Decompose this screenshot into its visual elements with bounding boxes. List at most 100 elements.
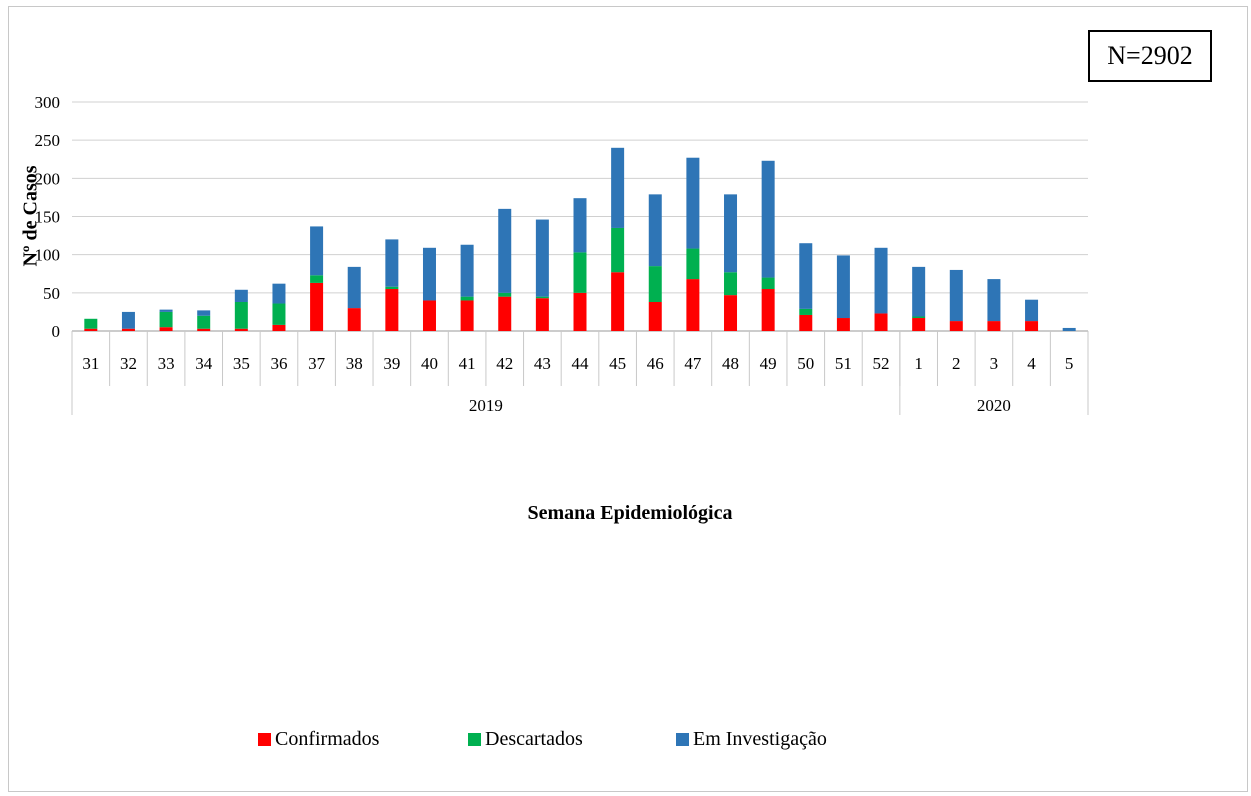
bar-segment-confirmados	[648, 301, 662, 331]
x-tick-label: 37	[308, 354, 326, 373]
chart-frame	[8, 6, 1248, 792]
y-tick-label: 100	[35, 246, 61, 265]
legend-item-em-investigacao: Em Investigação	[676, 728, 827, 751]
bar-segment-confirmados	[761, 289, 775, 331]
bar-segment-descartados	[535, 296, 549, 299]
bar-segment-confirmados	[84, 328, 98, 331]
x-tick-label: 2	[952, 354, 961, 373]
bar-segment-confirmados	[686, 279, 700, 331]
x-tick-label: 38	[346, 354, 363, 373]
bar-segment-confirmados	[987, 321, 1001, 331]
x-tick-label: 41	[459, 354, 476, 373]
bar-segment-descartados	[197, 315, 211, 329]
legend-swatch-descartados	[468, 733, 481, 746]
x-axis-title: Semana Epidemiológica	[527, 502, 733, 524]
bar-segment-confirmados	[1025, 321, 1039, 331]
bar-segment-confirmados	[422, 300, 436, 331]
bar-segment-em-investiga-o	[498, 208, 512, 293]
bar-segment-confirmados	[272, 324, 286, 331]
bar-segment-descartados	[272, 303, 286, 325]
x-tick-label: 51	[835, 354, 852, 373]
bar-segment-confirmados	[385, 289, 399, 331]
legend-item-confirmados: Confirmados	[258, 728, 379, 751]
y-tick-label: 200	[35, 169, 61, 188]
x-tick-label: 47	[684, 354, 702, 373]
x-tick-label: 52	[873, 354, 890, 373]
year-group-label: 2019	[469, 396, 503, 415]
x-tick-label: 4	[1027, 354, 1036, 373]
bar-segment-em-investiga-o	[648, 194, 662, 267]
bar-segment-em-investiga-o	[310, 226, 324, 276]
x-tick-label: 5	[1065, 354, 1074, 373]
bar-segment-em-investiga-o	[1025, 299, 1039, 322]
year-group-label: 2020	[977, 396, 1011, 415]
x-tick-label: 48	[722, 354, 739, 373]
x-tick-label: 34	[195, 354, 213, 373]
bar-segment-em-investiga-o	[686, 157, 700, 249]
x-tick-label: 43	[534, 354, 551, 373]
bar-segment-em-investiga-o	[385, 239, 399, 287]
bar-segment-descartados	[84, 318, 98, 329]
bar-segment-confirmados	[573, 292, 587, 331]
x-tick-label: 40	[421, 354, 438, 373]
bar-segment-confirmados	[836, 318, 850, 331]
x-tick-label: 32	[120, 354, 137, 373]
x-tick-label: 35	[233, 354, 250, 373]
bar-segment-confirmados	[949, 321, 963, 331]
x-tick-label: 31	[82, 354, 99, 373]
legend-item-descartados: Descartados	[468, 728, 583, 751]
bar-segment-descartados	[385, 286, 399, 290]
bar-segment-confirmados	[310, 282, 324, 331]
bar-segment-descartados	[799, 308, 813, 315]
total-count-text: N=2902	[1107, 41, 1193, 70]
bar-segment-confirmados	[535, 298, 549, 331]
bar-segment-em-investiga-o	[912, 266, 926, 317]
bar-segment-em-investiga-o	[761, 160, 775, 278]
bar-segment-em-investiga-o	[611, 147, 625, 228]
x-tick-label: 50	[797, 354, 814, 373]
bar-segment-descartados	[912, 316, 926, 319]
bar-segment-confirmados	[234, 328, 248, 331]
legend-label-descartados: Descartados	[485, 728, 583, 750]
x-tick-label: 42	[496, 354, 513, 373]
bar-segment-em-investiga-o	[874, 247, 888, 314]
bar-segment-descartados	[686, 248, 700, 280]
bar-segment-em-investiga-o	[799, 243, 813, 309]
bar-segment-descartados	[498, 292, 512, 297]
legend-swatch-confirmados	[258, 733, 271, 746]
y-tick-label: 0	[52, 322, 61, 341]
bar-segment-confirmados	[197, 328, 211, 331]
bar-segment-em-investiga-o	[121, 311, 135, 329]
bar-segment-confirmados	[121, 328, 135, 331]
bar-segment-descartados	[573, 252, 587, 293]
bar-segment-em-investiga-o	[347, 266, 361, 309]
y-tick-label: 50	[43, 284, 60, 303]
bar-segment-descartados	[310, 275, 324, 283]
y-tick-label: 250	[35, 131, 61, 150]
bar-segment-confirmados	[347, 308, 361, 331]
x-tick-label: 3	[990, 354, 999, 373]
bar-segment-confirmados	[799, 314, 813, 331]
bar-segment-em-investiga-o	[724, 194, 738, 273]
x-tick-label: 36	[270, 354, 287, 373]
total-count-badge: N=2902	[1088, 30, 1212, 82]
bar-segment-descartados	[159, 311, 173, 328]
bar-segment-confirmados	[874, 313, 888, 331]
x-tick-label: 46	[647, 354, 664, 373]
bar-segment-em-investiga-o	[234, 289, 248, 302]
bar-segment-confirmados	[460, 300, 474, 331]
bar-segment-confirmados	[159, 327, 173, 331]
x-tick-label: 44	[572, 354, 590, 373]
bar-segment-descartados	[234, 301, 248, 329]
bar-segment-em-investiga-o	[949, 269, 963, 322]
bar-segment-em-investiga-o	[1062, 327, 1076, 331]
x-tick-label: 39	[383, 354, 400, 373]
y-tick-label: 150	[35, 208, 61, 227]
x-tick-label: 49	[760, 354, 777, 373]
bar-segment-descartados	[460, 296, 474, 301]
bar-segment-em-investiga-o	[272, 283, 286, 304]
bar-segment-em-investiga-o	[535, 219, 549, 297]
legend-label-confirmados: Confirmados	[275, 728, 380, 750]
x-tick-label: 1	[914, 354, 923, 373]
legend-swatch-em-investigacao	[676, 733, 689, 746]
